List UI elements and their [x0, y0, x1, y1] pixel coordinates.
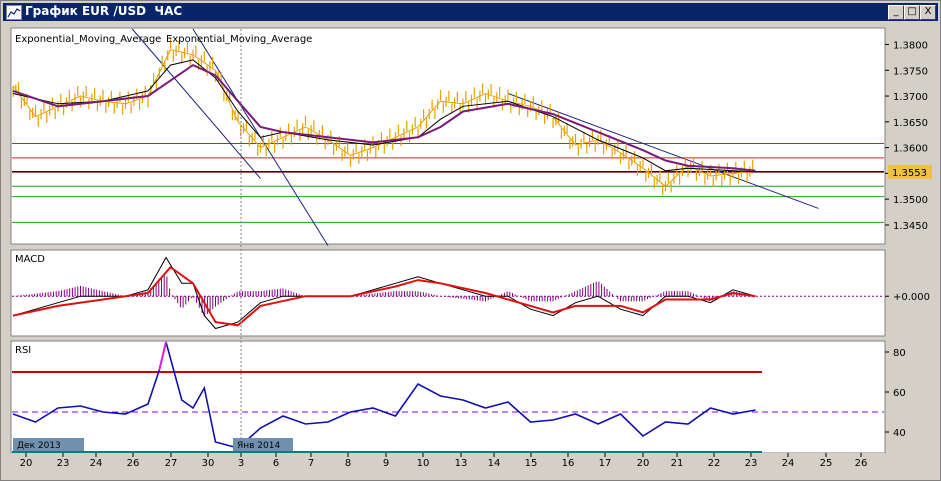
rsi-ytick-1: 60: [893, 388, 906, 399]
xtick-6: 3: [238, 458, 244, 469]
rsi-ytick-0: 80: [893, 348, 906, 359]
close-button[interactable]: X: [920, 5, 936, 20]
month-label-box-0: [13, 438, 84, 451]
rsi-line: [12, 341, 756, 449]
price-ytick-4: 1.3600: [893, 144, 928, 155]
current-price-label: 1.3553: [892, 168, 927, 179]
xtick-7: 6: [273, 458, 279, 469]
maximize-button[interactable]: □: [904, 5, 920, 20]
xtick-18: 21: [671, 458, 684, 469]
xtick-2: 24: [90, 458, 103, 469]
ema-label-2: Exponential_Moving_Average: [166, 34, 312, 45]
xtick-3: 26: [127, 458, 140, 469]
price-ytick-2: 1.3700: [893, 92, 928, 103]
xtick-8: 7: [308, 458, 314, 469]
window-title: График EUR /USD ЧАС: [25, 4, 183, 18]
month-label-box-1: [233, 438, 293, 451]
current-price-box: [888, 164, 932, 179]
chart-window-icon: [6, 5, 22, 20]
xtick-11: 10: [417, 458, 430, 469]
price-ytick-6: 1.3500: [893, 195, 928, 206]
xtick-4: 27: [165, 458, 178, 469]
xtick-0: 20: [20, 458, 33, 469]
month-label-0: Дек 2013: [17, 441, 61, 451]
macd-signal-line: [12, 265, 756, 327]
ema-black-line: [12, 59, 756, 173]
xtick-23: 26: [855, 458, 868, 469]
minimize-button[interactable]: _: [888, 5, 904, 20]
price-line: [12, 49, 756, 187]
title-bar[interactable]: График EUR /USD ЧАС _ □ X: [3, 3, 938, 21]
rsi-ytick-2: 40: [893, 428, 906, 439]
trendline-0: [131, 28, 261, 179]
ema-purple-line: [12, 63, 756, 172]
xtick-15: 16: [562, 458, 575, 469]
macd-label: MACD: [15, 254, 45, 265]
xtick-14: 15: [525, 458, 538, 469]
rsi-label: RSI: [15, 345, 31, 356]
price-ytick-7: 1.3450: [893, 221, 928, 232]
xtick-13: 14: [488, 458, 501, 469]
price-pane: [10, 27, 886, 245]
xtick-22: 25: [820, 458, 833, 469]
xtick-19: 22: [708, 458, 721, 469]
trendline-2: [507, 92, 819, 209]
time-axis: [11, 453, 885, 475]
xtick-16: 17: [599, 458, 612, 469]
rsi-overbought-segment: [158, 341, 167, 371]
ema-label-1: Exponential_Moving_Average: [15, 34, 161, 45]
xtick-20: 23: [745, 458, 758, 469]
xtick-12: 13: [455, 458, 468, 469]
xtick-5: 30: [202, 458, 215, 469]
price-ytick-3: 1.3650: [893, 118, 928, 129]
price-ytick-0: 1.3800: [893, 40, 928, 51]
xtick-10: 9: [383, 458, 389, 469]
xtick-1: 23: [57, 458, 70, 469]
xtick-21: 24: [782, 458, 795, 469]
price-ytick-1: 1.3750: [893, 66, 928, 77]
xtick-9: 8: [345, 458, 351, 469]
xtick-17: 20: [637, 458, 650, 469]
macd-ytick-0: +0.000: [893, 292, 930, 303]
month-label-1: Янв 2014: [237, 441, 280, 451]
